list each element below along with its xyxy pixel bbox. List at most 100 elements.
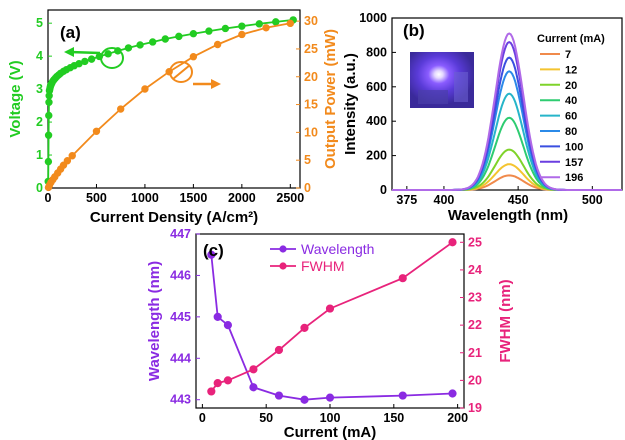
panel-b-ytick-label: 200 xyxy=(366,149,387,163)
panel-c-point-fwhm xyxy=(207,387,216,396)
panel-a-point-output-power xyxy=(92,127,101,135)
panel-c-ytick-right-label: 23 xyxy=(468,291,482,305)
panel-a-power-indicator xyxy=(169,61,221,89)
panel-c-ylabel-left: Wavelength (nm) xyxy=(146,261,163,381)
panel-c-xtick-label: 200 xyxy=(447,411,468,425)
panel-b-legend-label-80: 80 xyxy=(565,126,577,138)
panel-a-ytick-left-label: 4 xyxy=(36,49,43,63)
led-device-photo xyxy=(410,52,474,108)
panel-c-line-wavelength xyxy=(210,254,453,401)
panel-a-point-voltage xyxy=(45,98,53,106)
panel-a-ytick-left-label: 5 xyxy=(36,16,43,30)
panel-a-xtick-label: 0 xyxy=(45,191,52,205)
panel-c-point-fwhm xyxy=(274,345,284,355)
panel-a-point-output-power xyxy=(141,85,149,93)
panel-c-ytick-left-label: 445 xyxy=(170,310,191,324)
panel-a-point-voltage xyxy=(87,55,96,63)
panel-c-ytick-right-label: 19 xyxy=(468,401,482,415)
panel-c-point-fwhm xyxy=(213,379,222,388)
panel-c-point-fwhm xyxy=(398,274,407,283)
panel-a-point-output-power xyxy=(238,30,246,39)
panel-a-xtick-label: 500 xyxy=(86,191,107,205)
panel-a-point-voltage xyxy=(255,20,263,28)
panel-b-ytick-label: 0 xyxy=(380,183,387,197)
panel-b-legend-label-60: 60 xyxy=(565,111,577,123)
panel-b-xtick-label: 500 xyxy=(582,193,603,207)
panel-a-point-output-power xyxy=(63,157,72,165)
panel-c-ytick-right-label: 22 xyxy=(468,318,482,332)
panel-c-point-wavelength xyxy=(207,250,216,259)
panel-a-ytick-right-label: 30 xyxy=(304,14,318,28)
panel-a-ytick-left-label: 1 xyxy=(36,148,43,162)
panel-b-legend-label-100: 100 xyxy=(565,141,583,153)
panel-b-ytick-label: 400 xyxy=(366,114,387,128)
panel-a-line-voltage xyxy=(47,19,294,182)
panel-b-ylabel: Intensity (a.u.) xyxy=(342,53,359,155)
panel-b-legend-label-7: 7 xyxy=(565,49,571,61)
panel-c-point-fwhm xyxy=(325,304,335,313)
panel-c-point-wavelength xyxy=(448,389,457,398)
panel-b-spectrum-12ma xyxy=(392,163,622,191)
panel-a-point-voltage xyxy=(205,27,213,35)
panel-a-ytick-right-label: 5 xyxy=(304,153,311,167)
panel-c-point-fwhm xyxy=(223,376,233,385)
panel-a-point-voltage xyxy=(44,157,53,166)
panel-a-point-output-power xyxy=(116,105,125,113)
panel-a-point-output-power xyxy=(68,152,76,160)
panel-b-ytick-label: 800 xyxy=(366,45,387,59)
panel-c-point-fwhm xyxy=(448,238,457,247)
panel-a-xtick-label: 2500 xyxy=(276,191,304,205)
panel-c-label: (c) xyxy=(203,241,224,260)
panel-b-spectrum-196ma xyxy=(392,32,622,191)
panel-b-xtick-label: 400 xyxy=(434,193,455,207)
panel-a-point-voltage xyxy=(81,57,89,66)
panel-a-point-output-power xyxy=(286,19,295,28)
panel-a: 0 500 1000 1500 2000 2500 0 1 2 3 4 5 0 5 10 15 20 25 30… xyxy=(7,9,339,226)
panel-c-point-fwhm xyxy=(249,365,258,374)
panel-c-point-wavelength xyxy=(325,393,335,402)
panel-a-point-voltage xyxy=(175,32,183,41)
panel-c-ytick-right-label: 25 xyxy=(468,235,482,249)
panel-b-xlabel: Wavelength (nm) xyxy=(448,207,568,224)
panel-a-ytick-left-label: 2 xyxy=(36,115,43,129)
panel-c-point-wavelength xyxy=(213,312,222,321)
panel-b-legend-label-157: 157 xyxy=(565,157,583,169)
panel-a-point-voltage xyxy=(136,41,144,49)
panel-c-legend-marker-wavelength xyxy=(279,245,287,253)
panel-a-ytick-left-label: 0 xyxy=(36,181,43,195)
panel-c-xlabel: Current (mA) xyxy=(284,424,377,440)
panel-a-point-output-power xyxy=(189,53,198,61)
panel-c-xtick-label: 50 xyxy=(259,411,273,425)
panel-b-frame xyxy=(391,17,623,191)
panel-b: 375 400 450 500 0 200 400 600 800 1000 (b) Wavel… xyxy=(342,11,623,224)
panel-b-legend-title: Current (mA) xyxy=(537,33,605,45)
panel-c-point-wavelength xyxy=(398,391,407,400)
panel-a-point-voltage xyxy=(238,22,246,30)
panel-b-spectrum-40ma xyxy=(392,116,622,191)
panel-a-point-voltage xyxy=(189,30,198,38)
panel-a-xtick-label: 2000 xyxy=(228,191,256,205)
panel-a-point-voltage xyxy=(45,111,53,120)
panel-a-line-output-power xyxy=(47,22,291,188)
panel-a-xtick-label: 1500 xyxy=(179,191,207,205)
panel-a-point-voltage xyxy=(44,131,53,139)
panel-c-ytick-left-label: 444 xyxy=(170,351,191,365)
panel-c-xtick-label: 150 xyxy=(383,411,404,425)
panel-c-legend-label-wavelength: Wavelength xyxy=(301,241,374,257)
panel-a-point-voltage xyxy=(221,24,230,33)
panel-c-ytick-left-label: 446 xyxy=(170,268,191,282)
panel-a-point-output-power xyxy=(213,40,222,49)
panel-c: 0 50 100 150 200 443 444 445 446 447 19 20 21 22 23 2… xyxy=(146,227,514,440)
panel-c-ytick-left-label: 443 xyxy=(170,393,191,407)
panel-b-legend-label-40: 40 xyxy=(565,95,577,107)
panel-c-xtick-label: 100 xyxy=(320,411,341,425)
panel-a-label: (a) xyxy=(60,23,81,42)
panel-a-point-voltage xyxy=(161,35,169,43)
panel-c-point-wavelength xyxy=(274,391,284,400)
panel-a-point-voltage xyxy=(148,38,157,46)
panel-b-legend-label-196: 196 xyxy=(565,172,583,184)
panel-a-ylabel-left: Voltage (V) xyxy=(7,60,24,137)
panel-c-ytick-left-label: 447 xyxy=(170,227,191,241)
panel-b-legend-label-20: 20 xyxy=(565,80,577,92)
